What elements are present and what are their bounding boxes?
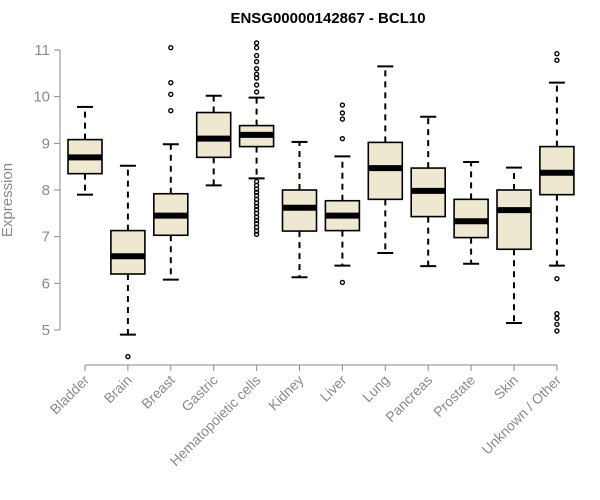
outlier-point: [253, 58, 260, 65]
outlier-point: [125, 353, 131, 360]
outlier-point: [253, 217, 260, 224]
x-tick-label: Lung: [359, 372, 392, 405]
y-axis: 5 6 7 8 9 10 11: [33, 42, 61, 339]
outlier-point: [253, 178, 260, 185]
y-tick-label: 11: [34, 42, 50, 59]
outlier-point: [339, 110, 346, 116]
box-brain: [110, 164, 146, 360]
outlier-point: [554, 315, 560, 322]
x-tick-label: Liver: [317, 372, 350, 405]
y-tick-label: 7: [42, 229, 50, 246]
x-tick-label: Gastric: [178, 372, 221, 415]
outlier-point: [339, 135, 346, 142]
x-tick-label: Kidney: [265, 372, 307, 414]
x-tick-label: Skin: [491, 372, 522, 403]
outlier-point: [253, 44, 260, 51]
iqr-box: [110, 229, 146, 275]
y-tick-label: 9: [42, 135, 50, 152]
outlier-point: [339, 279, 346, 286]
outlier-point: [253, 220, 260, 227]
iqr-box: [195, 111, 232, 159]
x-tick-label: Unknown / Other: [478, 372, 564, 458]
x-tick-label: Prostate: [430, 372, 478, 420]
outlier-point: [253, 52, 260, 59]
boxes-group: [67, 40, 575, 360]
outlier-point: [253, 189, 260, 196]
box-bladder: [67, 105, 103, 196]
box-prostate: [453, 161, 489, 265]
outlier-point: [554, 328, 560, 334]
box-kidney: [281, 140, 318, 279]
box-unknown-other: [539, 51, 575, 334]
outlier-point: [554, 275, 560, 282]
outlier-point: [168, 44, 174, 51]
box-breast: [153, 44, 189, 281]
outlier-point: [554, 57, 560, 63]
box-liver: [324, 102, 361, 286]
iqr-box: [496, 189, 532, 251]
y-tick-label: 8: [42, 182, 50, 199]
outlier-point: [253, 40, 260, 46]
box-skin: [496, 166, 532, 324]
y-tick-label: 5: [42, 322, 50, 339]
box-pancreas: [410, 115, 447, 268]
outlier-point: [253, 231, 260, 238]
x-tick-label: Breast: [138, 372, 178, 412]
chart-title: ENSG00000142867 - BCL10: [230, 10, 425, 27]
y-tick-label: 10: [33, 89, 50, 106]
outlier-point: [554, 321, 560, 328]
x-tick-label: Brain: [101, 372, 135, 406]
box-gastric: [195, 94, 232, 187]
outlier-point: [554, 51, 560, 57]
outlier-point: [253, 89, 260, 95]
outlier-point: [253, 203, 260, 210]
outlier-point: [339, 102, 346, 108]
x-tick-label: Pancreas: [382, 372, 435, 425]
outlier-point: [554, 310, 560, 317]
outlier-point: [253, 82, 260, 88]
box-hematopoietic-cells: [238, 40, 275, 238]
box-lung: [367, 65, 404, 254]
outlier-point: [253, 65, 260, 72]
outlier-point: [253, 71, 260, 77]
y-axis-label: Expression: [0, 163, 16, 237]
outlier-point: [253, 192, 260, 199]
y-tick-label: 6: [42, 275, 50, 292]
outlier-point: [253, 206, 260, 213]
outlier-point: [168, 91, 174, 98]
outlier-point: [168, 107, 174, 114]
x-tick-label: Bladder: [47, 372, 93, 418]
outlier-point: [168, 79, 174, 86]
outlier-point: [339, 116, 346, 122]
